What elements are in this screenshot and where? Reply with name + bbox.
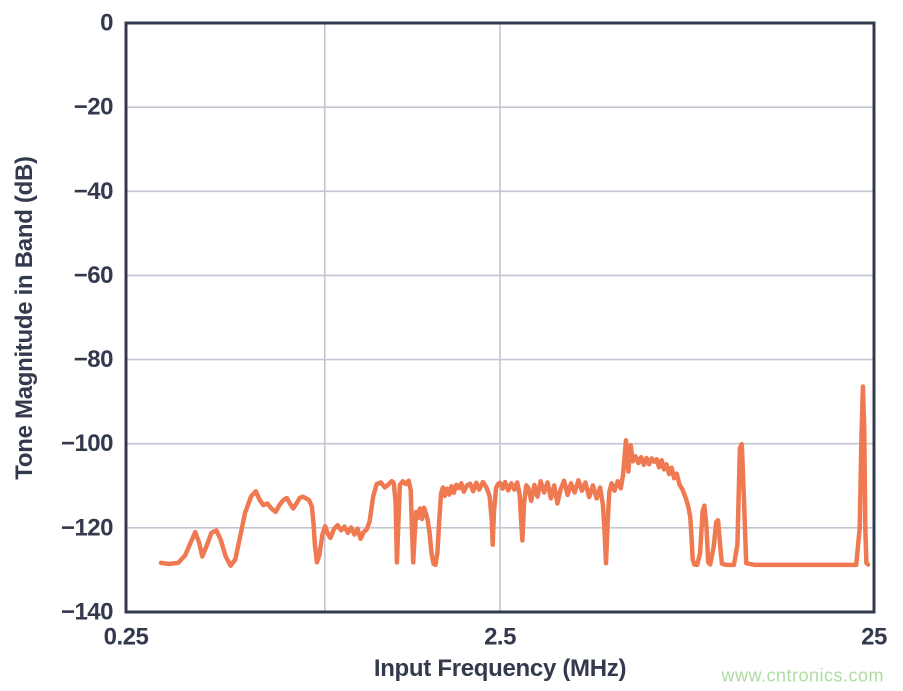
y-tick-label: −40	[74, 178, 113, 205]
x-axis-title: Input Frequency (MHz)	[373, 655, 627, 682]
y-tick-label: −80	[74, 346, 113, 373]
y-tick-label: −60	[74, 262, 113, 289]
series-tone-magnitude	[158, 384, 871, 568]
y-tick-label: −140	[61, 599, 113, 626]
x-tick-label: 2.5	[484, 624, 516, 651]
x-tick-label: 25	[861, 624, 887, 651]
y-tick-label: −100	[61, 430, 113, 457]
y-tick-label: −20	[74, 94, 113, 121]
y-tick-label: −120	[61, 514, 113, 541]
x-tick-label: 0.25	[104, 624, 149, 651]
plot-frame	[124, 21, 876, 614]
watermark-text: www.cntronics.com	[721, 665, 884, 686]
y-tick-label: 0	[100, 10, 113, 37]
